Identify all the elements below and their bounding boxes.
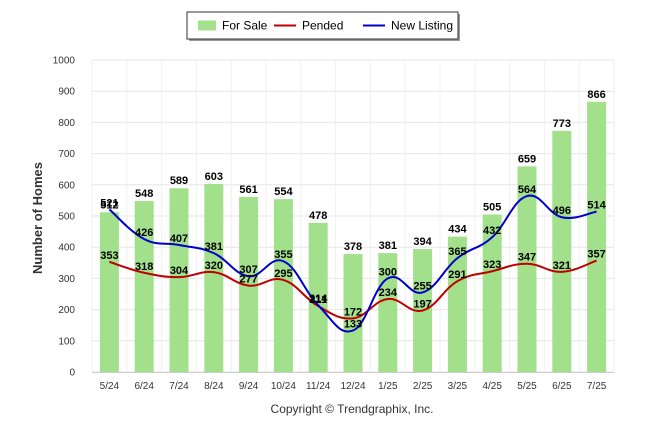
legend-label: New Listing [391,19,453,33]
bar [447,236,467,372]
x-tick-label: 5/25 [517,381,537,392]
bar-value-label: 394 [413,236,432,248]
line-value-label: 320 [205,260,223,272]
bar-value-label: 603 [205,171,223,183]
legend-label: Pended [302,19,343,33]
bar [308,222,328,372]
line-value-label: 381 [205,241,223,253]
bar-value-label: 554 [274,186,293,198]
bar-value-label: 548 [135,188,153,200]
line-value-label: 318 [135,261,153,273]
legend-box [186,11,459,40]
y-tick-label: 500 [58,212,75,223]
line-value-label: 514 [587,200,606,212]
legend: For Sale Pended New Listing [186,11,460,41]
x-tick-label: 6/24 [134,381,154,392]
line-value-label: 133 [344,319,362,331]
line-value-label: 347 [518,252,536,264]
x-tick-label: 7/24 [169,381,189,392]
bar-value-label: 381 [379,240,397,252]
bar [169,188,189,372]
line-value-label: 323 [483,259,501,271]
line-value-label: 307 [239,264,257,276]
line-value-label: 353 [100,250,118,262]
bar-value-label: 773 [553,118,571,130]
x-tick-label: 5/24 [100,381,120,392]
x-tick-label: 9/24 [239,381,259,392]
line-value-label: 172 [344,306,362,318]
bar-value-label: 561 [239,184,257,196]
line-value-label: 197 [413,299,431,311]
line-value-label: 295 [274,268,292,280]
line-value-label: 365 [448,246,466,258]
bar [204,183,224,372]
y-tick-label: 800 [58,118,75,129]
bar [134,201,154,372]
bar [273,199,293,372]
bar-value-label: 378 [344,241,362,253]
bar [239,196,259,372]
y-tick-label: 700 [58,149,75,160]
bar [99,212,119,372]
y-tick-label: 300 [58,274,75,285]
bar-value-label: 505 [483,201,501,213]
bar-value-label: 866 [587,89,605,101]
x-tick-label: 1/25 [378,381,398,392]
y-tick-label: 200 [58,305,75,316]
x-tick-label: 11/24 [306,381,331,392]
line-value-label: 357 [587,249,605,261]
line-value-label: 407 [170,233,188,245]
bar [587,101,607,373]
x-tick-label: 8/24 [204,381,224,392]
bar-value-label: 659 [518,153,536,165]
lines-layer [108,194,597,333]
line-value-label: 521 [100,197,118,209]
bar [482,214,502,372]
x-tick-label: 4/25 [482,381,502,392]
line-value-label: 255 [413,280,431,292]
line-value-label: 321 [553,260,571,272]
copyright-text: Copyright © Trendgraphix, Inc. [271,402,434,416]
x-tick-label: 3/25 [448,381,468,392]
legend-label: For Sale [222,19,268,33]
line-value-label: 211 [309,294,327,306]
x-tick-label: 10/24 [271,381,296,392]
bar-value-label: 434 [448,224,467,236]
y-tick-label: 900 [58,87,75,98]
line-value-label: 300 [379,266,397,278]
y-tick-label: 400 [58,243,75,254]
legend-swatch [198,20,216,31]
axis-layer: 0 100 200 300 400 500 600 700 800 900 1000 5/24 6/24… [53,56,614,392]
bar [343,254,363,372]
bar-value-label: 589 [170,175,188,187]
line-value-label: 564 [518,184,537,196]
y-tick-label: 0 [69,368,75,379]
line-value-label: 426 [135,227,153,239]
bar-value-label: 478 [309,210,327,222]
bar [517,166,537,372]
y-tick-label: 600 [58,180,75,191]
y-axis-label: Number of Homes [30,162,45,274]
series-line-1 [108,194,597,333]
line-value-label: 277 [239,274,257,286]
series-line-0 [109,259,597,320]
line-value-label: 234 [379,287,398,299]
bar-value-label: 512 [100,199,118,211]
line-value-label: 214 [309,293,328,305]
labels-layer: 512 548 589 603 561 554 478 378 381 394 434 505 659 7… [100,89,606,331]
line-value-label: 496 [553,205,571,217]
y-tick-label: 100 [58,336,75,347]
x-tick-label: 6/25 [552,381,572,392]
line-value-label: 355 [274,249,292,261]
x-tick-label: 2/25 [413,381,433,392]
line-value-label: 304 [170,265,189,277]
x-tick-label: 12/24 [340,381,365,392]
bar [552,130,572,372]
line-value-label: 291 [448,269,466,281]
line-value-label: 432 [483,225,501,237]
y-tick-label: 1000 [53,56,76,67]
x-tick-label: 7/25 [587,381,607,392]
